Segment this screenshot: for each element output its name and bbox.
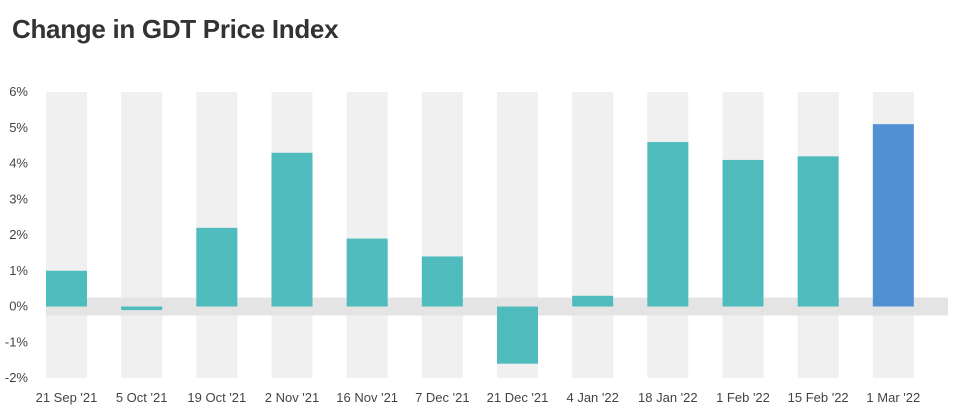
- y-tick-label: 0%: [9, 299, 28, 314]
- x-tick-label: 21 Sep '21: [36, 390, 98, 405]
- bar-18-jan-22[interactable]: [647, 142, 689, 307]
- y-tick-label: 6%: [9, 84, 28, 99]
- bar-21-dec-21[interactable]: [497, 306, 538, 364]
- y-tick-label: -1%: [5, 334, 29, 349]
- bars: [46, 124, 914, 364]
- x-tick-label: 16 Nov '21: [336, 390, 398, 405]
- bar-7-dec-21[interactable]: [421, 256, 463, 307]
- x-tick-label: 21 Dec '21: [487, 390, 549, 405]
- x-tick-label: 7 Dec '21: [415, 390, 470, 405]
- bar-21-sep-21[interactable]: [46, 270, 87, 307]
- y-tick-label: 3%: [9, 191, 28, 206]
- bar-16-nov-21[interactable]: [346, 238, 388, 307]
- chart-title: Change in GDT Price Index: [12, 14, 339, 44]
- band-1: [121, 92, 163, 378]
- y-axis-ticks: 6% 5% 4% 3% 2% 1% 0% -1% -2%: [5, 84, 29, 385]
- bar-5-oct-21[interactable]: [121, 306, 163, 311]
- x-tick-label: 18 Jan '22: [638, 390, 698, 405]
- x-tick-label: 5 Oct '21: [116, 390, 168, 405]
- bar-1-mar-22[interactable]: [872, 124, 914, 307]
- background-bands: [46, 92, 914, 378]
- bar-15-feb-22[interactable]: [797, 156, 839, 307]
- band-7: [572, 92, 614, 378]
- y-tick-label: -2%: [5, 370, 29, 385]
- y-tick-label: 5%: [9, 120, 28, 135]
- bar-19-oct-21[interactable]: [196, 227, 238, 307]
- band-5: [421, 92, 463, 378]
- x-tick-label: 19 Oct '21: [187, 390, 246, 405]
- bar-4-jan-22[interactable]: [572, 295, 614, 307]
- x-tick-label: 1 Mar '22: [866, 390, 920, 405]
- y-tick-label: 1%: [9, 263, 28, 278]
- band-0: [46, 92, 87, 378]
- band-4: [346, 92, 388, 378]
- bar-2-nov-21[interactable]: [271, 152, 313, 307]
- x-axis-ticks: 21 Sep '21 5 Oct '21 19 Oct '21 2 Nov '21 16…: [36, 390, 921, 405]
- bar-1-feb-22[interactable]: [722, 159, 764, 307]
- x-tick-label: 15 Feb '22: [788, 390, 849, 405]
- y-tick-label: 2%: [9, 227, 28, 242]
- x-tick-label: 1 Feb '22: [716, 390, 770, 405]
- y-tick-label: 4%: [9, 156, 28, 171]
- x-tick-label: 2 Nov '21: [265, 390, 320, 405]
- x-tick-label: 4 Jan '22: [566, 390, 618, 405]
